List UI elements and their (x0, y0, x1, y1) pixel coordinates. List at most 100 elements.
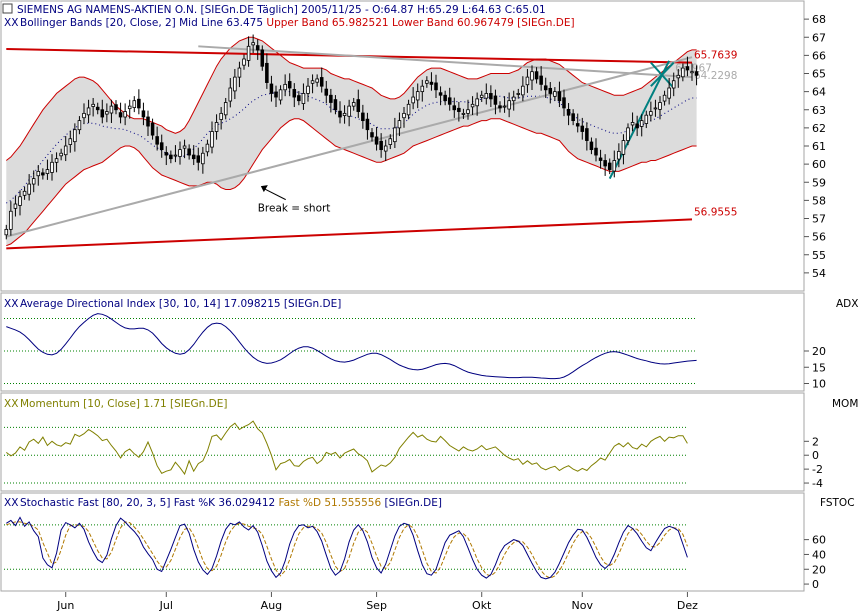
candle-body (557, 91, 562, 102)
candle (228, 78, 233, 108)
candle-body (466, 109, 470, 114)
stochastic-y-tick-label: 20 (812, 563, 826, 576)
chart-menu-icon[interactable] (2, 3, 13, 14)
candle (150, 118, 155, 140)
candle (612, 150, 617, 178)
candle (255, 39, 260, 60)
candle-body (653, 107, 658, 110)
candle-body (173, 154, 178, 157)
trend-line (650, 61, 675, 87)
candle-body (635, 123, 639, 129)
candle (498, 101, 502, 113)
price-y-tick-label: 64 (812, 86, 826, 99)
candle (105, 103, 109, 123)
candle-body (265, 62, 269, 83)
candle (434, 74, 438, 98)
candle (315, 74, 319, 87)
candle (205, 139, 210, 157)
candle (493, 89, 498, 115)
adx-legend: XX Average Directional Index [30, 10, 14… (4, 298, 341, 310)
candle (287, 73, 292, 97)
candle-body (434, 82, 438, 91)
candle (361, 104, 365, 129)
candle (54, 152, 59, 173)
bollinger-legend-text: Bollinger Bands [20, Close, 2] Mid Line … (20, 17, 575, 29)
candle (676, 68, 681, 88)
x-tick-label: Dez (677, 599, 698, 612)
candle (543, 77, 548, 98)
candle-body (63, 145, 68, 156)
candle (347, 99, 351, 127)
adx-y-tick-label: 20 (812, 345, 826, 358)
candle (626, 123, 630, 146)
candle-body (425, 80, 429, 84)
candle-body (274, 91, 278, 98)
candle-body (470, 103, 475, 108)
adx-side-label: ADX (836, 298, 858, 310)
candle-body (429, 81, 434, 85)
candle (45, 159, 50, 180)
candle-body (530, 71, 534, 81)
candle (489, 85, 493, 108)
stochastic-d-legend: Fast %D 51.555556 (279, 497, 382, 509)
price-y-tick-label: 59 (812, 176, 826, 189)
candle-body (507, 100, 511, 110)
candle-body (511, 96, 516, 102)
candle (671, 72, 676, 97)
candle (525, 68, 530, 93)
candle (173, 145, 178, 163)
candle (667, 78, 671, 105)
candle (50, 154, 54, 181)
candle-body (612, 160, 617, 172)
candle (169, 150, 173, 164)
candle (548, 82, 553, 104)
candle-body (146, 116, 150, 127)
candle-body (630, 122, 635, 126)
candle (388, 134, 393, 150)
stochastic-panel (0, 492, 805, 592)
price-y-tick-label: 67 (812, 31, 826, 44)
candle-body (269, 83, 274, 94)
candle-body (292, 89, 297, 98)
candle-body (420, 85, 425, 93)
candle-body (489, 93, 493, 100)
candle (68, 130, 73, 153)
candle (580, 117, 585, 140)
x-tick-label: Jun (56, 599, 74, 612)
candle (118, 102, 123, 124)
candle-body (86, 107, 91, 116)
candle-body (324, 88, 329, 96)
candle-body (690, 71, 694, 74)
candle-body (479, 94, 484, 98)
candle-body (132, 100, 137, 108)
candle (649, 101, 653, 122)
candle-body (201, 152, 205, 165)
candle (484, 83, 489, 105)
candle (530, 65, 534, 90)
candle-body (77, 120, 82, 131)
candle-body (182, 145, 187, 149)
price-y-tick-label: 65 (812, 68, 826, 81)
candle-body (91, 103, 95, 107)
x-tick-label: Jul (159, 599, 173, 612)
candle (63, 136, 68, 162)
price-y-tick-label: 55 (812, 249, 826, 262)
candle (210, 121, 214, 154)
candle-body (18, 196, 22, 206)
candle-body (242, 58, 246, 66)
candle-body (379, 140, 383, 151)
candle (137, 89, 141, 115)
candle (662, 90, 667, 106)
candle-body (214, 122, 219, 132)
candle (306, 78, 310, 102)
candle (77, 116, 82, 135)
candle (329, 88, 333, 113)
candle-body (365, 118, 370, 131)
candle-body (351, 102, 356, 107)
candle-body (388, 138, 393, 145)
candle-body (475, 98, 479, 107)
candle (630, 112, 635, 132)
candle-body (443, 94, 447, 102)
momentum-legend: XX Momentum [10, Close] 1.71 [SIEGn.DE] (4, 398, 228, 410)
candle-body (644, 114, 649, 124)
